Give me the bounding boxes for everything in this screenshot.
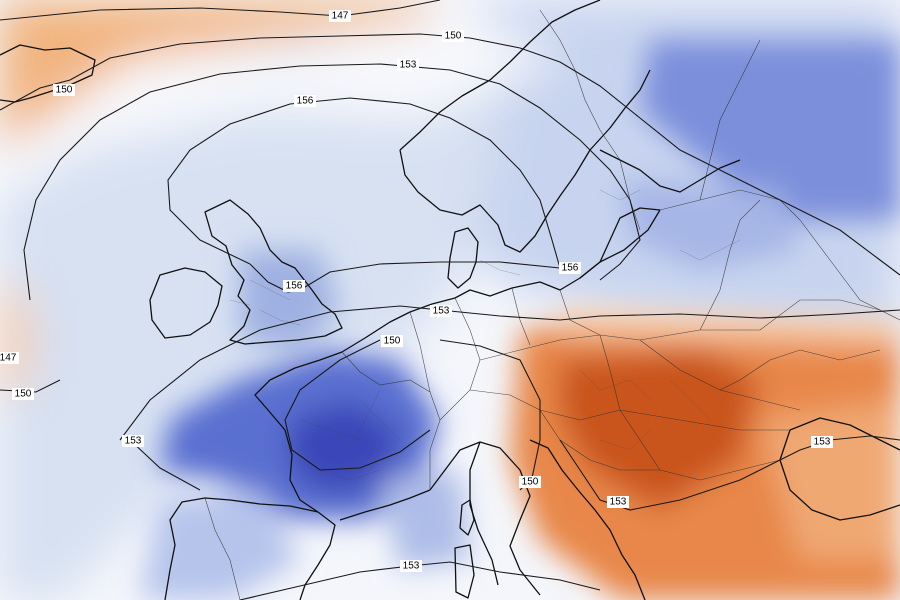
contour-label-150-west: 150	[15, 389, 32, 400]
contour-label-153-top: 153	[400, 60, 417, 71]
cool-spain	[140, 490, 300, 600]
contour-label-153-med: 153	[403, 561, 420, 572]
coast-spain-north	[164, 497, 319, 600]
coast-britain	[204, 199, 343, 345]
contour-label-150-left: 150	[56, 85, 73, 96]
contour-label-156-top: 156	[297, 96, 314, 107]
coast-med-west	[299, 489, 431, 600]
contour-153-central	[119, 305, 900, 441]
coast-denmark	[447, 227, 479, 289]
contour-156-east	[299, 261, 561, 291]
contour-label-153-benelux: 153	[433, 306, 450, 317]
coast-adriatic	[529, 439, 646, 600]
warm-core-balkans	[560, 350, 760, 510]
coast-continent-north	[341, 209, 661, 353]
coast-baltics	[579, 207, 661, 279]
contour-label-147-top: 147	[332, 11, 349, 22]
coast-sardinia	[454, 544, 475, 599]
contour-150-top	[0, 33, 900, 276]
cool-baltic	[620, 180, 800, 270]
admin-borders	[229, 189, 741, 481]
contour-label-153-balkans: 153	[610, 497, 627, 508]
country-borders	[204, 9, 900, 600]
coast-scandinavia	[399, 0, 651, 253]
coast-ireland	[149, 267, 223, 339]
contour-label-150-adriatic: 150	[522, 477, 539, 488]
contour-label-150-france: 150	[384, 336, 401, 347]
warm-light-band	[560, 310, 900, 345]
contour-153-balkans	[559, 435, 900, 511]
warm-region-west	[0, 280, 30, 400]
contour-150-france	[284, 339, 431, 471]
cool-russia	[640, 40, 900, 220]
coast-iceland	[0, 44, 96, 103]
contour-label-156-east: 156	[562, 263, 579, 274]
contour-147-top	[0, 0, 441, 21]
cool-italy-west	[380, 470, 470, 570]
contour-label-147-west: 147	[0, 353, 17, 364]
contour-153-biscay	[129, 439, 201, 491]
contour-153-med	[239, 561, 601, 600]
contour-label-150-top: 150	[445, 31, 462, 42]
contour-labels: 147 150 150 153 156 156 156 153 150 147 …	[0, 10, 833, 572]
coast-finland	[599, 149, 741, 193]
cool-deep-france	[290, 400, 400, 495]
coast-france-west	[254, 351, 343, 513]
contour-label-153-biscay: 153	[125, 436, 142, 447]
neutral-band	[0, 20, 560, 200]
contour-label-153-blacksea: 153	[814, 437, 831, 448]
warm-black-sea	[760, 400, 900, 560]
contour-156-top	[167, 97, 561, 269]
warm-region-greenland	[0, 0, 440, 150]
coast-corsica	[459, 499, 475, 536]
contour-label-156-uk: 156	[286, 281, 303, 292]
